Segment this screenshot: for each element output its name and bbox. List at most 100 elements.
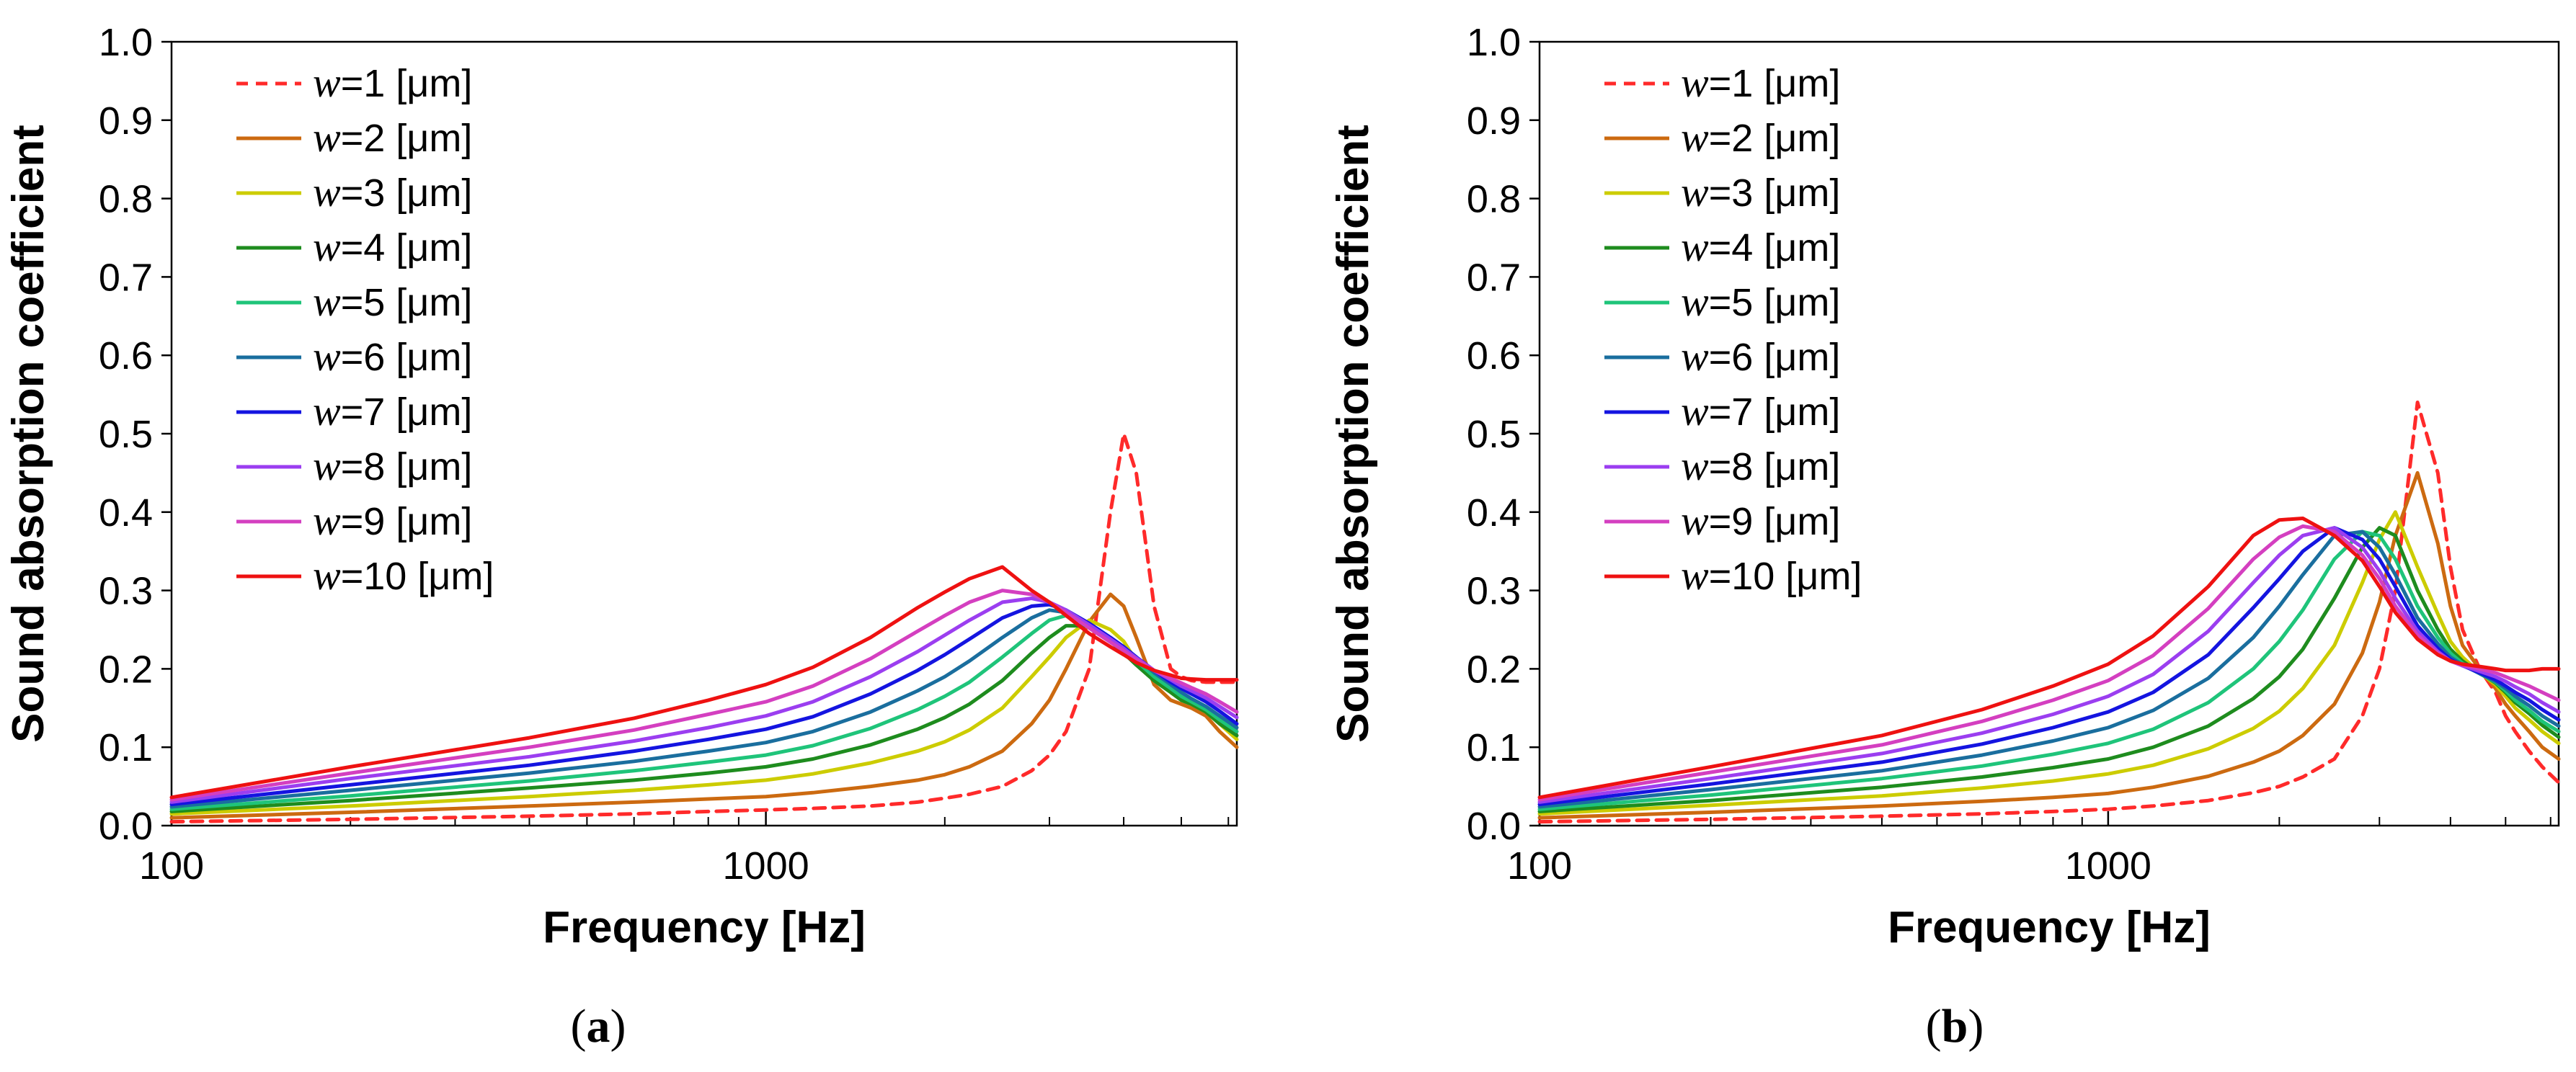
legend-value: =5 [1709, 281, 1754, 324]
series-line-w8 [169, 597, 1239, 804]
x-axis-title: Frequency [Hz] [543, 903, 866, 952]
legend-value: =7 [1709, 390, 1754, 434]
series-line-w10 [1537, 517, 2561, 800]
legend-value: =8 [341, 445, 386, 488]
legend-value: =1 [1709, 62, 1754, 105]
y-tick-label: 0.8 [99, 178, 153, 221]
legend-unit: [μm] [1753, 226, 1840, 269]
y-axis-title: Sound absorption coefficient [1328, 125, 1378, 743]
legend-value: =9 [341, 500, 386, 543]
y-tick-label: 0.4 [1467, 491, 1521, 535]
legend-unit: [μm] [385, 336, 472, 379]
chart-panel-a: 0.0 0.1 0.2 0.3 0.4 0.5 0.6 0.7 0.8 0.9 1.0 100 1000… [4, 21, 1239, 1053]
legend-unit: [μm] [385, 171, 472, 215]
legend-unit: [μm] [385, 281, 472, 324]
series-line-w8 [1537, 526, 2561, 804]
legend-variable: w [1681, 169, 1709, 215]
legend-entry-w9: w=9 [μm] [1681, 497, 1840, 544]
legend-unit: [μm] [385, 390, 472, 434]
legend-variable: w [1681, 333, 1709, 380]
x-axis-title: Frequency [Hz] [1888, 903, 2211, 952]
legend-entry-w4: w=4 [μm] [1681, 223, 1840, 270]
y-tick-label: 0.2 [1467, 648, 1521, 691]
series-line-w7 [1537, 526, 2561, 807]
legend-value: =10 [1709, 555, 1775, 598]
legend-entry-w6: w=6 [μm] [313, 333, 472, 380]
legend-unit: [μm] [1753, 171, 1840, 215]
legend: w=1 [μm]w=2 [μm]w=3 [μm]w=4 [μm]w=5 [μm]… [236, 59, 494, 599]
legend-value: =5 [341, 281, 386, 324]
panel-label-close: ) [1968, 1000, 1984, 1053]
series-line-w2 [169, 592, 1239, 820]
legend-unit: [μm] [1753, 336, 1840, 379]
legend-unit: [μm] [1753, 390, 1840, 434]
legend-value: =6 [1709, 336, 1754, 379]
legend-variable: w [1681, 442, 1709, 489]
legend-value: =10 [341, 555, 407, 598]
y-tick-label: 0.4 [99, 491, 153, 535]
series-line-w1 [1537, 401, 2561, 824]
legend-value: =6 [341, 336, 386, 379]
legend-variable: w [313, 442, 341, 489]
legend-entry-w5: w=5 [μm] [313, 278, 472, 325]
legend-value: =4 [341, 226, 386, 269]
legend-variable: w [1681, 114, 1709, 161]
legend-variable: w [313, 114, 341, 161]
legend-unit: [μm] [1753, 117, 1840, 160]
series-line-w5 [169, 613, 1239, 811]
series-line-w6 [169, 608, 1239, 809]
y-tick-label: 1.0 [99, 21, 153, 64]
legend-variable: w [313, 169, 341, 215]
y-tick-label: 0.7 [1467, 256, 1521, 299]
legend-unit: [μm] [1753, 281, 1840, 324]
legend-unit: [μm] [1753, 445, 1840, 488]
legend-variable: w [1681, 388, 1709, 434]
legend-variable: w [1681, 552, 1709, 599]
y-tick-label: 0.6 [99, 334, 153, 378]
legend-entry-w2: w=2 [μm] [313, 114, 472, 161]
legend-entry-w8: w=8 [μm] [313, 442, 472, 489]
legend-entry-w3: w=3 [μm] [1681, 169, 1840, 215]
legend-entry-w7: w=7 [μm] [313, 388, 472, 434]
y-tick-label: 0.0 [99, 805, 153, 848]
legend-variable: w [313, 223, 341, 270]
y-tick-label: 0.9 [99, 99, 153, 143]
legend-variable: w [1681, 223, 1709, 270]
legend-entry-w7: w=7 [μm] [1681, 388, 1840, 434]
y-tick-label: 0.1 [1467, 726, 1521, 769]
panel-label: (a) [571, 1000, 626, 1053]
legend-value: =3 [341, 171, 386, 215]
legend-unit: [μm] [407, 555, 494, 598]
y-tick-label: 0.3 [1467, 570, 1521, 613]
y-tick-label: 0.0 [1467, 805, 1521, 848]
legend-entry-w5: w=5 [μm] [1681, 278, 1840, 325]
x-tick-label: 1000 [2065, 844, 2151, 888]
legend-variable: w [1681, 278, 1709, 325]
legend-unit: [μm] [385, 62, 472, 105]
chart-panel-b: 0.0 0.1 0.2 0.3 0.4 0.5 0.6 0.7 0.8 0.9 1.0 100 1000… [1328, 21, 2561, 1053]
y-tick-label: 0.8 [1467, 178, 1521, 221]
legend-entry-w9: w=9 [μm] [313, 497, 472, 544]
legend-unit: [μm] [385, 117, 472, 160]
legend-entry-w10: w=10 [μm] [1681, 552, 1862, 599]
panel-label-close: ) [610, 1000, 626, 1053]
series-line-w9 [1537, 524, 2561, 802]
legend-variable: w [313, 388, 341, 434]
legend-entry-w8: w=8 [μm] [1681, 442, 1840, 489]
y-tick-label: 0.9 [1467, 99, 1521, 143]
series-line-w7 [169, 602, 1239, 807]
legend-unit: [μm] [1753, 62, 1840, 105]
legend-variable: w [313, 59, 341, 106]
legend-variable: w [1681, 59, 1709, 106]
y-tick-label: 0.6 [1467, 334, 1521, 378]
legend-value: =8 [1709, 445, 1754, 488]
panel-label-letter: a [587, 1000, 610, 1053]
panel-label: (b) [1926, 1000, 1984, 1053]
legend-entry-w1: w=1 [μm] [313, 59, 472, 106]
legend-unit: [μm] [385, 500, 472, 543]
legend: w=1 [μm]w=2 [μm]w=3 [μm]w=4 [μm]w=5 [μm]… [1604, 59, 1862, 599]
panel-label-open: ( [1926, 1000, 1942, 1053]
legend-value: =2 [1709, 117, 1754, 160]
legend-variable: w [1681, 497, 1709, 544]
